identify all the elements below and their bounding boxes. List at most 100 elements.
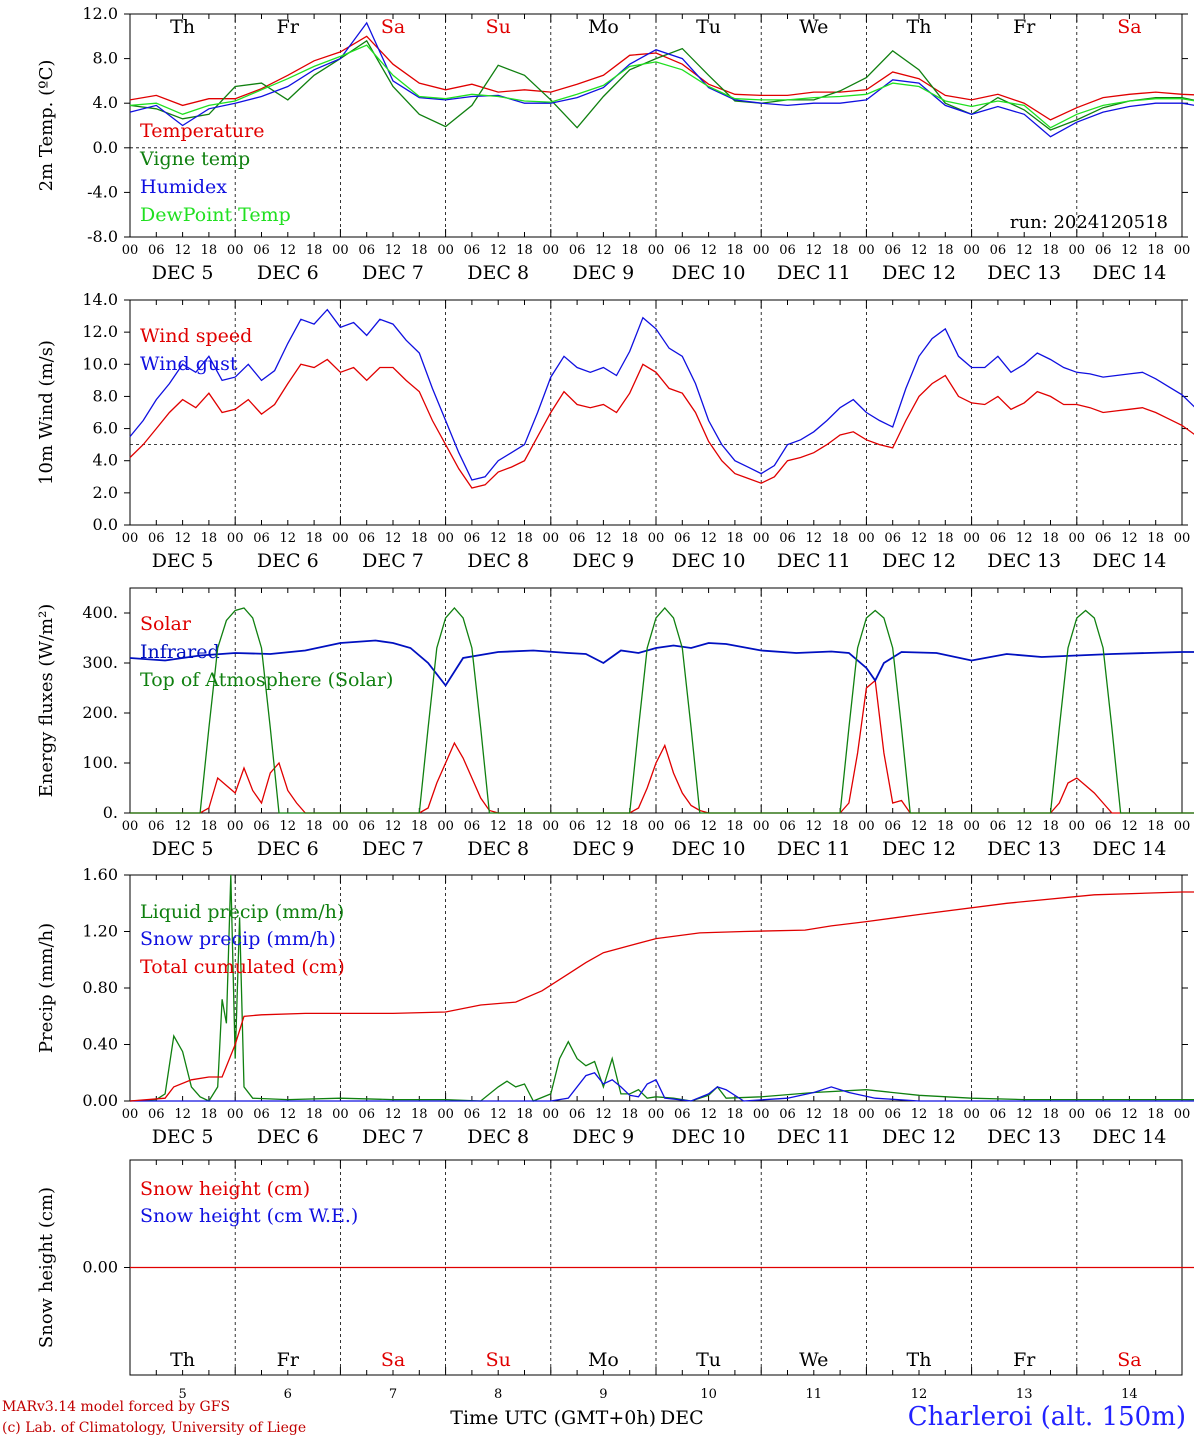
hour-tick-label: 12: [911, 531, 928, 546]
date-label: DEC 5: [152, 838, 214, 860]
hour-tick-label: 00: [753, 1107, 770, 1122]
weekday-label-top: Th: [907, 16, 932, 38]
hour-tick-label: 06: [674, 531, 691, 546]
y-tick-label: 300.: [82, 653, 118, 672]
hour-tick-label: 00: [543, 531, 560, 546]
hour-tick-label: 12: [1121, 819, 1138, 834]
hour-tick-label: 12: [1016, 1107, 1033, 1122]
hour-tick-label: 12: [174, 819, 191, 834]
hour-tick-label: 06: [148, 531, 165, 546]
legend-label: Total cumulated (cm): [140, 956, 345, 978]
y-tick-label: 0.0: [93, 515, 118, 534]
hour-tick-label: 00: [543, 1107, 560, 1122]
series-line-3: [129, 891, 1194, 1102]
day-number-label: 13: [1016, 1387, 1033, 1402]
series-line-1: [130, 679, 1194, 814]
legend-label: Humidex: [140, 176, 227, 198]
series-line-3: [130, 607, 1194, 814]
day-number-label: 6: [284, 1387, 292, 1402]
date-label: DEC 11: [777, 262, 851, 284]
hour-tick-label: 18: [937, 819, 954, 834]
weekday-label-bottom: Tu: [696, 1349, 721, 1371]
hour-tick-label: 12: [700, 819, 717, 834]
hour-tick-label: 18: [621, 1107, 638, 1122]
hour-tick-label: 12: [595, 531, 612, 546]
model-credit: MARv3.14 model forced by GFS: [2, 1399, 231, 1415]
series-line-2: [130, 1072, 1194, 1102]
date-label: DEC 13: [987, 1126, 1061, 1148]
hour-tick-label: 18: [832, 243, 849, 258]
legend-label: DewPoint Temp: [140, 204, 291, 226]
hour-tick-label: 06: [674, 1107, 691, 1122]
hour-tick-label: 00: [753, 531, 770, 546]
hour-tick-label: 12: [806, 531, 823, 546]
date-label: DEC 10: [672, 1126, 746, 1148]
legend-label: Wind gust: [140, 353, 238, 375]
hour-tick-label: 00: [1174, 243, 1191, 258]
day-number-label: 9: [599, 1387, 607, 1402]
hour-tick-label: 12: [1121, 1107, 1138, 1122]
hour-tick-label: 18: [727, 531, 744, 546]
hour-tick-label: 06: [569, 531, 586, 546]
date-label: DEC 13: [987, 550, 1061, 572]
hour-tick-label: 06: [779, 243, 796, 258]
series-line-2: [129, 39, 1194, 131]
hour-tick-label: 00: [122, 531, 139, 546]
weekday-label-bottom: Fr: [277, 1349, 300, 1371]
hour-tick-label: 00: [963, 243, 980, 258]
date-label: DEC 6: [257, 838, 319, 860]
plot-frame: [129, 587, 1183, 814]
weekday-label-top: Fr: [1013, 16, 1036, 38]
hour-tick-label: 18: [832, 1107, 849, 1122]
hour-tick-label: 00: [1174, 819, 1191, 834]
hour-tick-label: 06: [990, 1107, 1007, 1122]
date-label: DEC 9: [573, 838, 635, 860]
y-tick-label: 1.60: [82, 865, 118, 884]
y-tick-label: 10.0: [82, 354, 118, 373]
hour-tick-label: 18: [516, 1107, 533, 1122]
hour-tick-label: 18: [201, 819, 218, 834]
hour-tick-label: 06: [358, 243, 375, 258]
hour-tick-label: 12: [385, 1107, 402, 1122]
series-line-3: [129, 21, 1194, 138]
hour-tick-label: 00: [963, 531, 980, 546]
hour-tick-label: 12: [490, 1107, 507, 1122]
hour-tick-label: 18: [1147, 531, 1164, 546]
hour-tick-label: 18: [1042, 819, 1059, 834]
hour-tick-label: 12: [700, 1107, 717, 1122]
hour-tick-label: 06: [674, 819, 691, 834]
day-number-label: 10: [700, 1387, 717, 1402]
hour-tick-label: 00: [1069, 1107, 1086, 1122]
hour-tick-label: 12: [1016, 243, 1033, 258]
hour-tick-label: 18: [727, 243, 744, 258]
hour-tick-label: 00: [437, 243, 454, 258]
weekday-label-bottom: We: [799, 1349, 828, 1371]
hour-tick-label: 12: [595, 819, 612, 834]
hour-tick-label: 00: [122, 243, 139, 258]
hour-tick-label: 12: [1016, 819, 1033, 834]
legend-label: Infrared: [140, 641, 220, 663]
hour-tick-label: 00: [648, 243, 665, 258]
hour-tick-label: 00: [332, 1107, 349, 1122]
hour-tick-label: 06: [779, 531, 796, 546]
weekday-label-top: Mo: [588, 16, 619, 38]
hour-tick-label: 06: [358, 819, 375, 834]
hour-tick-label: 00: [437, 1107, 454, 1122]
hour-tick-label: 00: [858, 531, 875, 546]
hour-tick-label: 18: [411, 243, 428, 258]
x-axis-month: DEC: [660, 1407, 704, 1429]
date-label: DEC 6: [257, 1126, 319, 1148]
hour-tick-label: 12: [700, 243, 717, 258]
hour-tick-label: 12: [385, 819, 402, 834]
y-tick-label: 4.0: [93, 93, 118, 112]
y-axis-title: 10m Wind (m/s): [36, 340, 57, 485]
hour-tick-label: 18: [1147, 1107, 1164, 1122]
y-tick-label: 0.00: [82, 1091, 118, 1110]
hour-tick-label: 18: [621, 531, 638, 546]
station-title: Charleroi (alt. 150m): [907, 1402, 1186, 1432]
date-label: DEC 12: [882, 550, 956, 572]
hour-tick-label: 12: [911, 819, 928, 834]
date-label: DEC 7: [362, 838, 424, 860]
date-label: DEC 12: [882, 1126, 956, 1148]
